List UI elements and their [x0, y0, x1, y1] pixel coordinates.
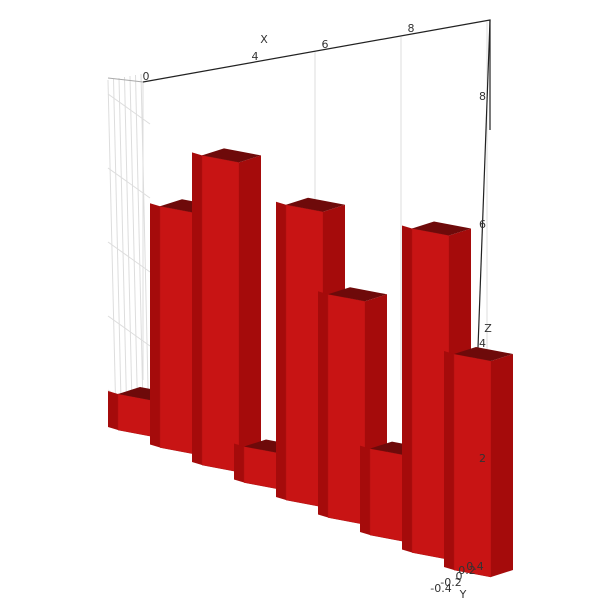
x-tick-label: 6 [322, 38, 329, 51]
x-axis-title: X [260, 33, 268, 46]
bar-front-face [369, 448, 408, 543]
bar-front-face [453, 353, 492, 578]
y-tick-label: -0.2 [440, 576, 461, 589]
bar-right-face [491, 354, 513, 577]
bar-side-face [444, 351, 454, 570]
bar-side-face [360, 445, 370, 535]
axis-frame-left [107, 77, 144, 83]
bar-side-face [276, 201, 286, 501]
z-tick-label: 2 [479, 452, 486, 465]
bar-top-face [286, 197, 345, 212]
y-tick-label: 0 [456, 570, 463, 583]
bar-top-face [202, 148, 261, 163]
bar-front-face [117, 393, 156, 438]
bar-right-face [239, 155, 261, 472]
axis-frame-top [142, 19, 491, 130]
z-tick-label: 8 [479, 90, 486, 103]
y-tick-label: 0.4 [466, 560, 484, 573]
z-tick-label: 6 [479, 218, 486, 231]
bar-front-face [201, 155, 240, 473]
grid-line [118, 77, 128, 425]
bar-front-face [411, 228, 450, 560]
grid-line [135, 74, 144, 431]
y-axis-title: Y [459, 588, 467, 600]
bar-top-face [454, 347, 513, 361]
bars-layer [108, 148, 513, 578]
x-tick-label: 8 [408, 22, 415, 35]
grid-line [140, 73, 150, 433]
grid-line [107, 79, 117, 421]
bar-front-face [285, 204, 324, 508]
z-axis-title: Z [484, 322, 492, 335]
bar-side-face [150, 203, 160, 448]
bar-side-face [318, 291, 328, 518]
grid-line [113, 78, 122, 423]
y-tick-label: 0.2 [458, 564, 476, 577]
bar-side-face [402, 225, 412, 553]
grid-line [124, 76, 133, 427]
bar-side-face [192, 152, 202, 465]
bar-top-face [412, 221, 471, 236]
bar-front-face [243, 446, 282, 490]
z-tick-label: 4 [479, 337, 486, 350]
grid-line [129, 75, 139, 429]
x-tick-label: 0 [143, 70, 150, 83]
bar-side-face [108, 391, 118, 430]
bar-side-face [234, 443, 244, 483]
x-tick-label: 4 [252, 50, 259, 63]
bar-front-face [159, 205, 198, 455]
y-tick-label: -0.4 [430, 582, 451, 595]
bar-top-face [328, 287, 387, 302]
bar-front-face [327, 293, 366, 525]
